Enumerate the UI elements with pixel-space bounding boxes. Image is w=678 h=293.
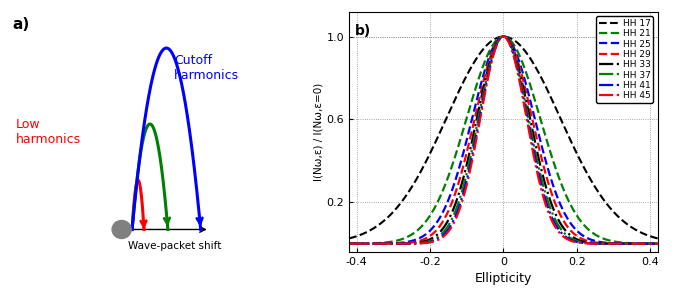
HH 45 [588, 242, 596, 245]
HH 45 [495, 38, 503, 42]
HH 41 [361, 242, 369, 246]
Text: Wave-packet shift: Wave-packet shift [127, 241, 221, 251]
HH 21 [654, 242, 662, 246]
Text: Low
harmonics: Low harmonics [16, 118, 81, 146]
HH 25 [499, 35, 507, 38]
X-axis label: Ellipticity: Ellipticity [475, 272, 532, 285]
HH 21 [487, 46, 495, 50]
HH 33 [654, 242, 662, 246]
HH 21 [361, 242, 369, 245]
HH 29 [645, 242, 653, 246]
HH 29 [654, 242, 662, 246]
HH 37 [495, 38, 503, 41]
HH 29 [588, 240, 596, 244]
HH 21 [345, 242, 353, 246]
HH 29 [487, 53, 495, 57]
Circle shape [112, 220, 131, 239]
Line: HH 41: HH 41 [349, 37, 658, 244]
HH 17 [645, 234, 653, 238]
Y-axis label: I(Nω,ε) / I(Nω,ε=0): I(Nω,ε) / I(Nω,ε=0) [314, 83, 324, 181]
Line: HH 45: HH 45 [349, 37, 658, 244]
HH 25 [487, 51, 495, 54]
HH 41 [588, 242, 596, 245]
HH 17 [495, 35, 503, 39]
HH 45 [361, 242, 369, 246]
HH 45 [487, 63, 495, 66]
Line: HH 29: HH 29 [349, 37, 658, 244]
Line: HH 21: HH 21 [349, 37, 658, 244]
HH 41 [345, 242, 353, 246]
HH 17 [345, 237, 353, 240]
HH 41 [487, 61, 495, 64]
HH 33 [361, 242, 369, 246]
Text: Cutoff
harmonics: Cutoff harmonics [174, 54, 239, 82]
Line: HH 17: HH 17 [349, 37, 658, 239]
HH 37 [645, 242, 653, 246]
HH 33 [588, 241, 596, 245]
HH 25 [345, 242, 353, 246]
HH 37 [645, 242, 653, 246]
HH 37 [361, 242, 369, 246]
HH 33 [487, 57, 495, 60]
HH 45 [645, 242, 653, 246]
HH 17 [588, 180, 596, 184]
HH 33 [645, 242, 653, 246]
HH 45 [345, 242, 353, 246]
Text: a): a) [13, 17, 30, 32]
HH 21 [588, 231, 596, 234]
HH 33 [495, 38, 503, 41]
HH 17 [361, 231, 369, 235]
HH 41 [654, 242, 662, 246]
Line: HH 25: HH 25 [349, 37, 658, 244]
HH 33 [499, 35, 507, 38]
Line: HH 33: HH 33 [349, 37, 658, 244]
HH 45 [645, 242, 653, 246]
Legend: HH 17, HH 21, HH 25, HH 29, HH 33, HH 37, HH 41, HH 45: HH 17, HH 21, HH 25, HH 29, HH 33, HH 37… [597, 16, 653, 103]
HH 21 [499, 35, 507, 38]
HH 37 [588, 241, 596, 245]
HH 17 [487, 40, 495, 43]
HH 25 [645, 242, 653, 246]
HH 37 [487, 59, 495, 62]
HH 25 [588, 238, 596, 242]
HH 25 [361, 242, 369, 246]
HH 17 [499, 35, 507, 38]
HH 33 [345, 242, 353, 246]
HH 45 [654, 242, 662, 246]
HH 21 [495, 36, 503, 40]
HH 33 [645, 242, 653, 246]
Line: HH 37: HH 37 [349, 37, 658, 244]
HH 37 [654, 242, 662, 246]
HH 25 [654, 242, 662, 246]
HH 29 [645, 242, 653, 246]
HH 41 [499, 35, 507, 38]
HH 45 [499, 35, 507, 38]
HH 25 [495, 37, 503, 40]
HH 29 [499, 35, 507, 38]
HH 21 [645, 242, 653, 245]
HH 17 [645, 234, 653, 238]
HH 41 [645, 242, 653, 246]
HH 25 [645, 242, 653, 246]
HH 17 [654, 237, 662, 240]
HH 29 [345, 242, 353, 246]
HH 21 [645, 242, 653, 245]
HH 37 [499, 35, 507, 38]
HH 41 [645, 242, 653, 246]
HH 29 [361, 242, 369, 246]
HH 29 [495, 37, 503, 41]
HH 41 [495, 38, 503, 42]
Text: b): b) [355, 24, 371, 38]
HH 37 [345, 242, 353, 246]
